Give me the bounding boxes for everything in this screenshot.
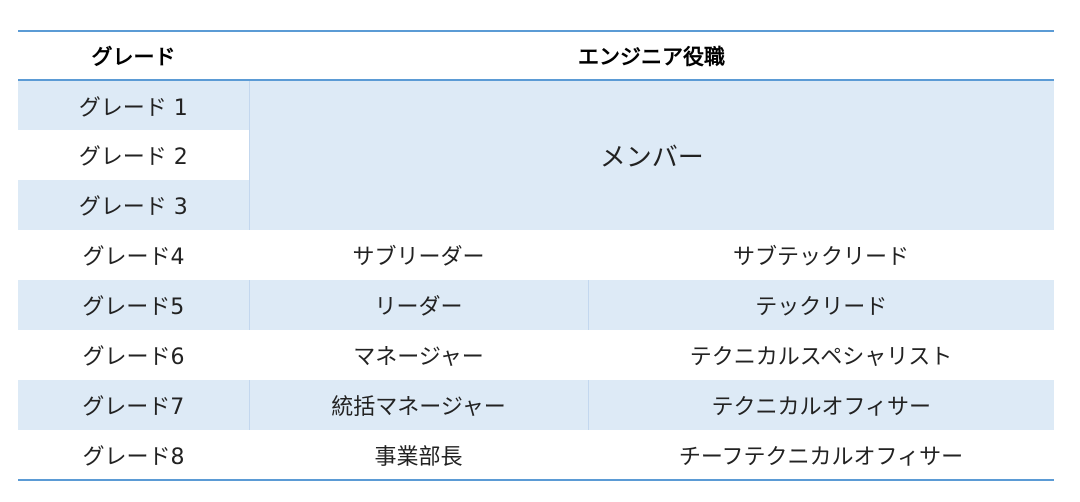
tech-role-cell: テクニカルオフィサー	[587, 380, 1054, 430]
table-row: グレード7 統括マネージャー テクニカルオフィサー	[18, 380, 1054, 430]
table-row: グレード6 マネージャー テクニカルスペシャリスト	[18, 330, 1054, 380]
grade-cell: グレード5	[18, 280, 249, 330]
grade-cell: グレード 3	[18, 180, 249, 230]
table-row: グレード 1 メンバー	[18, 80, 1054, 230]
table-row: グレード 3	[18, 180, 1054, 230]
tech-role-cell: テクニカルスペシャリスト	[689, 345, 953, 370]
grade-cell: グレード 1	[18, 80, 249, 130]
table-row: グレード 2	[18, 130, 1054, 180]
header-row: グレード エンジニア役職	[18, 31, 1054, 80]
tech-role-cell: サブテックリード	[732, 245, 909, 270]
member-cell: メンバー	[248, 80, 1054, 230]
table-row: グレード4 サブリーダー サブテックリード	[18, 230, 1054, 280]
tech-role-cell: テックリード	[587, 280, 1054, 330]
grade-cell: グレード4	[82, 245, 185, 270]
tech-role-cell: チーフテクニカルオフィサー	[678, 444, 964, 470]
grade-cell: グレード 2	[18, 130, 249, 180]
manager-role-cell: サブリーダー	[352, 245, 485, 270]
manager-role-cell: リーダー	[248, 280, 588, 330]
table-row: グレード5 リーダー テックリード	[18, 280, 1054, 330]
manager-role-cell: 統括マネージャー	[248, 380, 588, 430]
grade-cell: グレード6	[82, 345, 185, 370]
grade-role-table: グレード エンジニア役職 グレード 1 メンバー グレード 2 グレード 3 グ…	[18, 30, 1054, 481]
header-grade: グレード	[91, 44, 176, 69]
manager-role-cell: マネージャー	[353, 345, 484, 370]
grade-cell: グレード8	[82, 444, 185, 470]
manager-role-cell: 事業部長	[374, 444, 463, 470]
header-engineer-role: エンジニア役職	[578, 44, 725, 69]
table-row: グレード8 事業部長 チーフテクニカルオフィサー	[18, 430, 1054, 480]
grade-cell: グレード7	[18, 380, 249, 430]
